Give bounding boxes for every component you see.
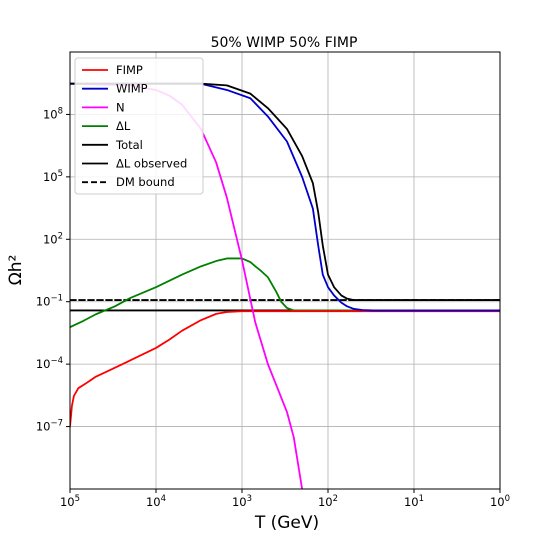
series-line-0: [70, 310, 500, 428]
x-tick-label: 105: [60, 494, 80, 509]
x-axis-label: T (GeV): [254, 513, 319, 533]
legend: FIMP WIMP N ΔL Total ΔL observed DM bound: [74, 57, 204, 195]
x-axis: 105 104 103 102 101 100: [60, 489, 510, 509]
legend-label: N: [116, 100, 125, 114]
x-tick-label: 104: [146, 494, 166, 509]
chart-title: 50% WIMP 50% FIMP: [211, 35, 358, 51]
y-tick-label: 10−1: [36, 294, 63, 309]
series-line-4: [70, 82, 500, 301]
x-tick-label: 100: [490, 494, 510, 509]
legend-label: Total: [115, 138, 143, 152]
y-tick-label: 10−7: [36, 419, 63, 434]
x-tick-label: 103: [232, 494, 252, 509]
x-tick-label: 101: [404, 494, 424, 509]
legend-label: ΔL observed: [116, 157, 187, 171]
series-layer: [70, 82, 500, 489]
y-axis: 10−7 10−4 10−1 102 105 108: [36, 106, 70, 434]
y-tick-label: 105: [43, 169, 63, 184]
series-line-1: [70, 82, 500, 312]
legend-label: ΔL: [116, 119, 131, 133]
y-axis-label: Ωh²: [6, 255, 26, 286]
y-tick-label: 108: [43, 106, 63, 121]
series-line-3: [70, 257, 500, 329]
y-tick-label: 102: [43, 231, 63, 246]
legend-box: [74, 57, 204, 195]
x-tick-label: 102: [318, 494, 338, 509]
y-tick-label: 10−4: [36, 356, 63, 371]
plot-frame: [69, 51, 501, 490]
legend-label: DM bound: [116, 175, 175, 189]
legend-label: FIMP: [116, 63, 143, 77]
legend-label: WIMP: [116, 82, 148, 96]
